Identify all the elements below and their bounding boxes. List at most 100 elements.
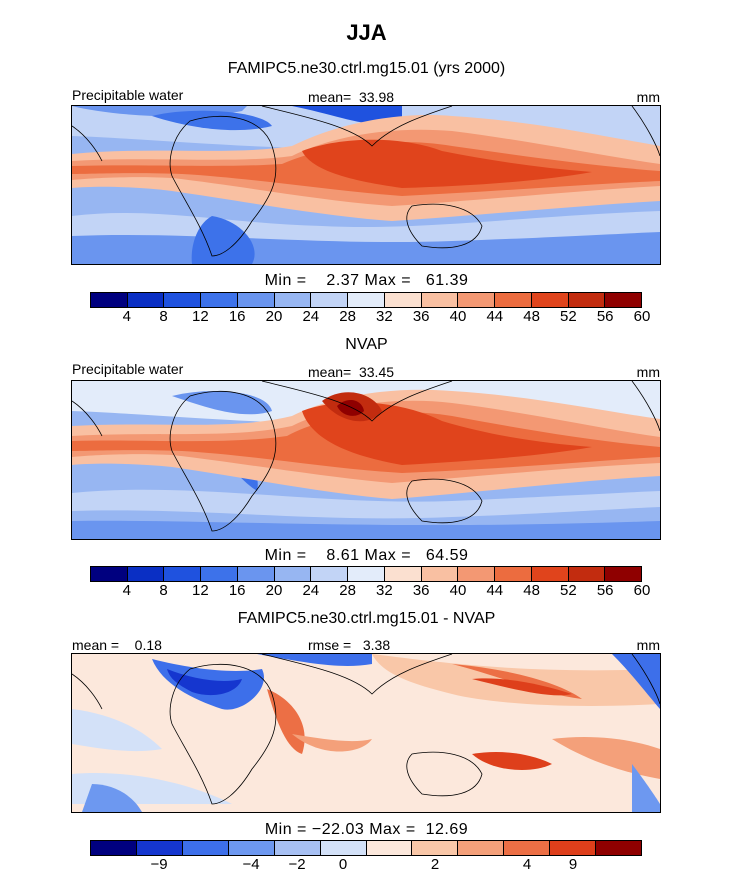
panel2-colorbar-swatch — [384, 567, 422, 581]
panel3-max-label: Max = — [369, 821, 416, 838]
panel2-colorbar-tick: 20 — [265, 582, 283, 599]
panel3-colorbar-swatch — [228, 841, 275, 855]
panel1-colorbar-tick: 60 — [633, 308, 651, 325]
panel1-mean: mean= 33.98 — [308, 89, 394, 105]
panel1-max-value: 61.39 — [425, 272, 469, 289]
panel1-units: mm — [636, 89, 660, 105]
panel3-title: FAMIPC5.ne30.ctrl.mg15.01 - NVAP — [237, 610, 496, 627]
panel1-colorbar — [90, 292, 642, 308]
panel1-colorbar-swatch — [348, 293, 385, 307]
panel1-colorbar-tick: 48 — [523, 308, 540, 325]
panel3-colorbar-tick: 2 — [430, 856, 440, 873]
panel2-mean-value: 33.45 — [358, 364, 395, 380]
panel2-colorbar-tick: 12 — [192, 582, 209, 599]
panel1-colorbar-tick: 44 — [486, 308, 504, 325]
panel2-colorbar-tick: 60 — [633, 582, 651, 599]
panel3-map — [71, 653, 661, 813]
panel3-mean-value: 0.18 — [134, 637, 162, 653]
panel1-colorbar-ticks: 4 8 12 16 20 24 28 32 36 40 44 48 52 56 60 — [90, 308, 651, 326]
panel1-colorbar-tick: 52 — [560, 308, 577, 325]
panel2-min-label: Min = — [264, 547, 307, 564]
panel3-colorbar-swatch — [136, 841, 183, 855]
panel3-mean: mean = 0.18 — [72, 637, 162, 653]
panel2-colorbar-ticks: 4 8 12 16 20 24 28 32 36 40 44 48 52 56 60 — [90, 582, 651, 600]
panel3-colorbar-swatch — [320, 841, 367, 855]
panel3-rmse-value: 3.38 — [362, 637, 391, 653]
panel3-colorbar-tick: 4 — [522, 856, 532, 873]
panel3-colorbar-swatch — [91, 841, 137, 855]
main-title: JJA — [346, 20, 387, 45]
panel3-colorbar-swatch — [182, 841, 229, 855]
panel3-colorbar-tick: −4 — [242, 856, 260, 873]
panel2-colorbar-swatch — [495, 567, 532, 581]
panel1-colorbar-swatch — [495, 293, 532, 307]
panel1-colorbar-tick: 20 — [265, 308, 283, 325]
panel3-min-value: −22.03 — [311, 821, 365, 838]
panel2-colorbar-tick: 36 — [412, 582, 430, 599]
panel1-colorbar-tick: 12 — [192, 308, 209, 325]
panel1-mean-label: mean= — [308, 89, 352, 105]
panel1-colorbar-tick: 16 — [228, 308, 246, 325]
panel3-colorbar-swatch — [274, 841, 321, 855]
panel2-colorbar-tick: 4 — [122, 582, 131, 599]
panel3-rmse: rmse = 3.38 — [308, 637, 390, 653]
panel2-colorbar-swatch — [237, 567, 275, 581]
panel2-colorbar-swatch — [274, 567, 312, 581]
panel2-colorbar-swatch — [201, 567, 238, 581]
panel2-colorbar-swatch — [421, 567, 459, 581]
panel1-colorbar-tick: 36 — [412, 308, 430, 325]
panel3-colorbar-swatch — [458, 841, 505, 855]
panel2-colorbar-swatch — [458, 567, 496, 581]
panel2-colorbar-swatch — [164, 567, 202, 581]
panel1-variable-label: Precipitable water — [72, 87, 184, 103]
panel2-colorbar-tick: 44 — [486, 582, 504, 599]
panel2-min-value: 8.61 — [326, 547, 360, 564]
panel2-colorbar-tick: 16 — [228, 582, 246, 599]
panel1-colorbar-swatch — [531, 293, 569, 307]
panel3-colorbar-swatch — [504, 841, 551, 855]
panel3-colorbar-tick: 9 — [568, 856, 578, 873]
panel1-colorbar-swatch — [127, 293, 165, 307]
panel2-colorbar-tick: 48 — [523, 582, 540, 599]
panel1-colorbar-tick: 56 — [596, 308, 614, 325]
panel2-colorbar-swatch — [311, 567, 349, 581]
panel1-title: FAMIPC5.ne30.ctrl.mg15.01 (yrs 2000) — [227, 60, 506, 77]
panel3-colorbar-ticks: −9 −4 −2 0 2 4 9 — [90, 856, 642, 874]
panel2-title: NVAP — [345, 336, 388, 353]
panel2-colorbar-tick: 8 — [159, 582, 168, 599]
panel3-colorbar-swatch — [366, 841, 413, 855]
panel2-mean-label: mean= — [308, 364, 352, 380]
panel1-mean-value: 33.98 — [358, 89, 395, 105]
panel1-max-label: Max = — [364, 272, 412, 289]
panel1-min-value: 2.37 — [326, 272, 360, 289]
panel1-colorbar-swatch — [384, 293, 422, 307]
panel3-max-value: 12.69 — [425, 821, 469, 838]
panel2-max-value: 64.59 — [425, 547, 469, 564]
panel2-colorbar-swatch — [127, 567, 165, 581]
panel3-min-label: Min = — [264, 821, 307, 838]
panel2-colorbar-swatch — [348, 567, 385, 581]
panel2-map — [71, 380, 661, 540]
panel1-min-label: Min = — [264, 272, 307, 289]
panel3-minmax: Min = −22.03 Max = 12.69 — [0, 821, 733, 839]
panel1-colorbar-swatch — [605, 293, 642, 307]
panel2-colorbar-swatch — [91, 567, 128, 581]
panel1-colorbar-swatch — [91, 293, 128, 307]
panel2-mean: mean= 33.45 — [308, 364, 394, 380]
panel1-colorbar-tick: 28 — [339, 308, 356, 325]
panel1-colorbar-tick: 40 — [449, 308, 467, 325]
panel2-colorbar-tick: 28 — [339, 582, 356, 599]
panel2-variable-label: Precipitable water — [72, 361, 184, 377]
panel2-colorbar-tick: 32 — [376, 582, 393, 599]
panel2-colorbar-tick: 24 — [302, 582, 320, 599]
panel2-colorbar-swatch — [568, 567, 606, 581]
panel1-colorbar-swatch — [201, 293, 238, 307]
panel1-colorbar-swatch — [164, 293, 202, 307]
panel1-colorbar-swatch — [311, 293, 349, 307]
panel1-colorbar-tick: 4 — [122, 308, 131, 325]
panel1-colorbar-swatch — [458, 293, 496, 307]
panel3-colorbar-swatch — [412, 841, 459, 855]
panel3-colorbar-tick: −2 — [288, 856, 306, 873]
panel1-colorbar-tick: 32 — [376, 308, 393, 325]
panel3-colorbar-swatch — [550, 841, 597, 855]
